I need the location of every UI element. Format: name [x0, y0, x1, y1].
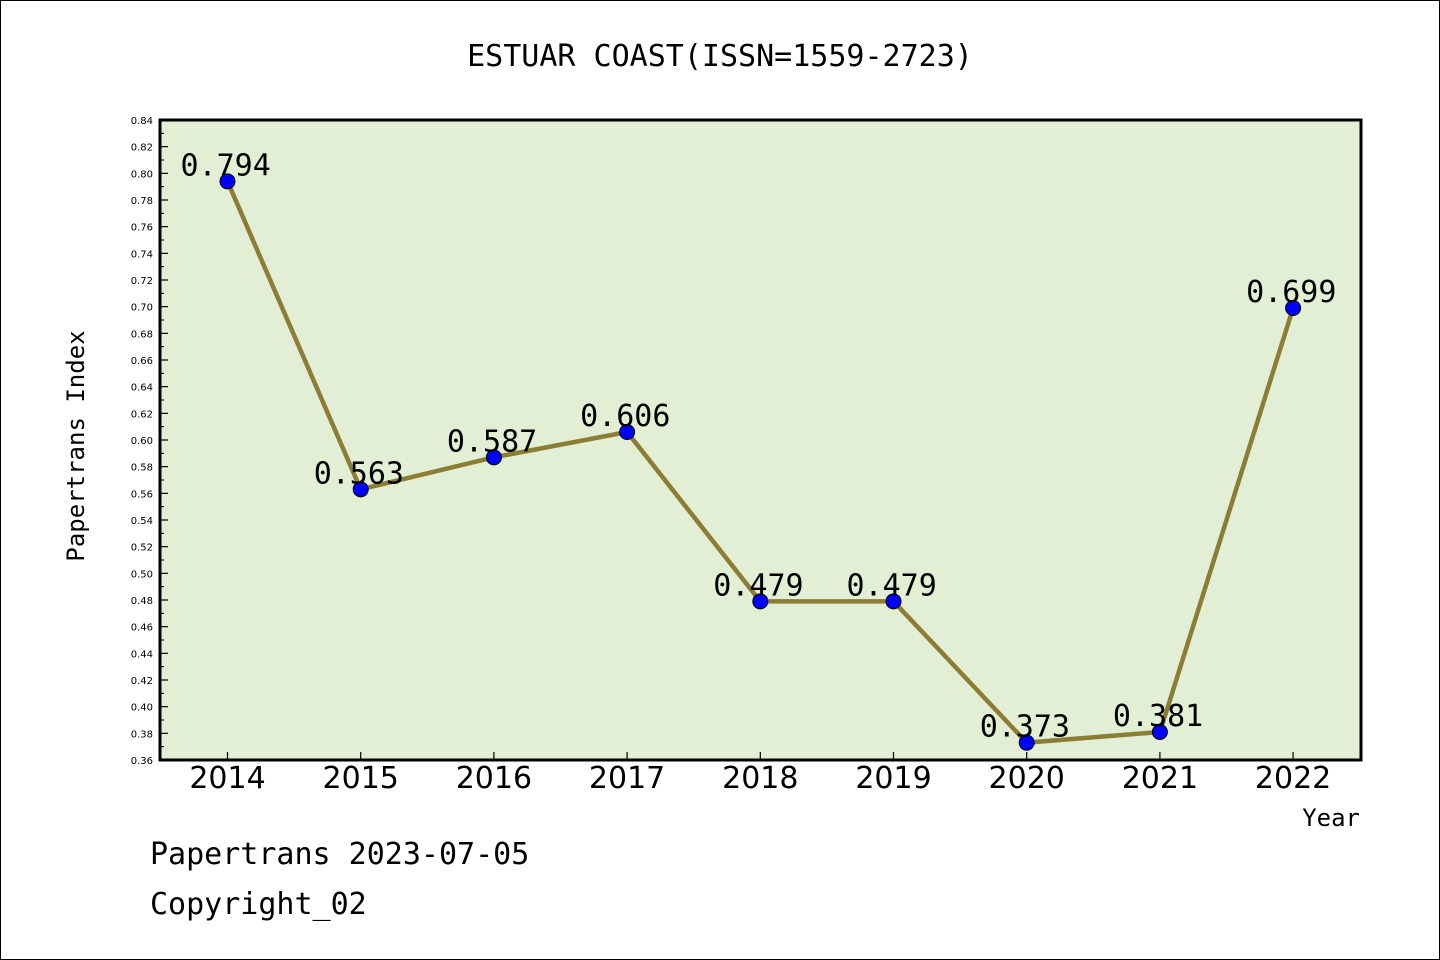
y-tick-label: 0.76	[131, 223, 153, 234]
y-tick-label: 0.66	[131, 356, 153, 367]
series-group	[219, 173, 1302, 751]
x-tick-label: 2020	[989, 761, 1065, 796]
y-tick-label: 0.60	[131, 436, 153, 447]
y-tick-label: 0.52	[131, 543, 153, 554]
x-tick-label: 2019	[855, 761, 931, 796]
plot-area	[158, 118, 1363, 762]
y-tick-label: 0.40	[131, 703, 153, 714]
data-label: 0.563	[314, 456, 404, 491]
y-tick-label: 0.64	[131, 383, 153, 394]
x-tick-label: 2022	[1255, 761, 1331, 796]
data-point-marker	[485, 449, 502, 466]
y-tick-label: 0.50	[131, 569, 153, 580]
y-tick-label: 0.46	[131, 623, 153, 634]
y-tick-label: 0.48	[131, 596, 153, 607]
x-tick-label: 2021	[1122, 761, 1198, 796]
data-label: 0.794	[181, 148, 271, 183]
x-tick-label: 2014	[189, 761, 265, 796]
y-tick-label: 0.74	[131, 249, 153, 260]
data-label: 0.479	[847, 568, 937, 603]
y-axis: 0.36 0.38 0.40 0.42 0.44 0.46 0.48 0.50 0.52 0.54…	[131, 116, 168, 767]
data-labels: 0.794 0.563 0.587 0.606 0.479 0.479 0.373 0.381…	[181, 148, 1337, 744]
y-tick-label: 0.84	[131, 116, 153, 127]
y-tick-label: 0.72	[131, 276, 153, 287]
y-tick-label: 0.56	[131, 489, 153, 500]
y-tick-label: 0.70	[131, 303, 153, 314]
data-label: 0.381	[1113, 699, 1203, 734]
y-tick-label: 0.36	[131, 756, 153, 767]
x-tick-label: 2017	[589, 761, 665, 796]
y-tick-label: 0.78	[131, 196, 153, 207]
y-tick-label: 0.42	[131, 676, 153, 687]
data-point-marker	[752, 593, 769, 610]
y-tick-label: 0.54	[131, 516, 153, 527]
x-tick-label: 2016	[456, 761, 532, 796]
data-label: 0.373	[980, 710, 1070, 745]
data-label: 0.587	[447, 424, 537, 459]
data-point-marker	[1151, 724, 1168, 740]
data-point-marker	[352, 481, 369, 498]
data-point-marker	[1285, 300, 1302, 316]
chart-title: ESTUAR COAST(ISSN=1559-2723)	[467, 39, 973, 74]
footer-date-text: Papertrans 2023-07-05	[150, 837, 529, 872]
x-tick-label: 2018	[722, 761, 798, 796]
data-point-marker	[1018, 734, 1035, 751]
x-axis: 2014 2015 2016 2017 2018 2019 2020 2021 2022	[189, 752, 1331, 796]
data-label: 0.479	[713, 568, 803, 603]
y-tick-label: 0.80	[131, 169, 153, 180]
y-axis-label: Papertrans Index	[62, 330, 90, 561]
data-point-marker	[219, 173, 236, 190]
data-label: 0.699	[1246, 275, 1336, 310]
y-tick-label: 0.62	[131, 409, 153, 420]
y-tick-label: 0.58	[131, 463, 153, 474]
y-tick-label: 0.44	[131, 649, 153, 660]
y-tick-label: 0.82	[131, 143, 153, 154]
x-tick-label: 2015	[323, 761, 399, 796]
data-label: 0.606	[580, 399, 670, 434]
y-tick-label: 0.38	[131, 729, 153, 740]
y-tick-label: 0.68	[131, 329, 153, 340]
data-point-marker	[619, 424, 636, 440]
copyright-text: Copyright_02	[150, 887, 367, 922]
data-point-marker	[885, 593, 902, 610]
x-axis-label: Year	[1302, 804, 1360, 832]
